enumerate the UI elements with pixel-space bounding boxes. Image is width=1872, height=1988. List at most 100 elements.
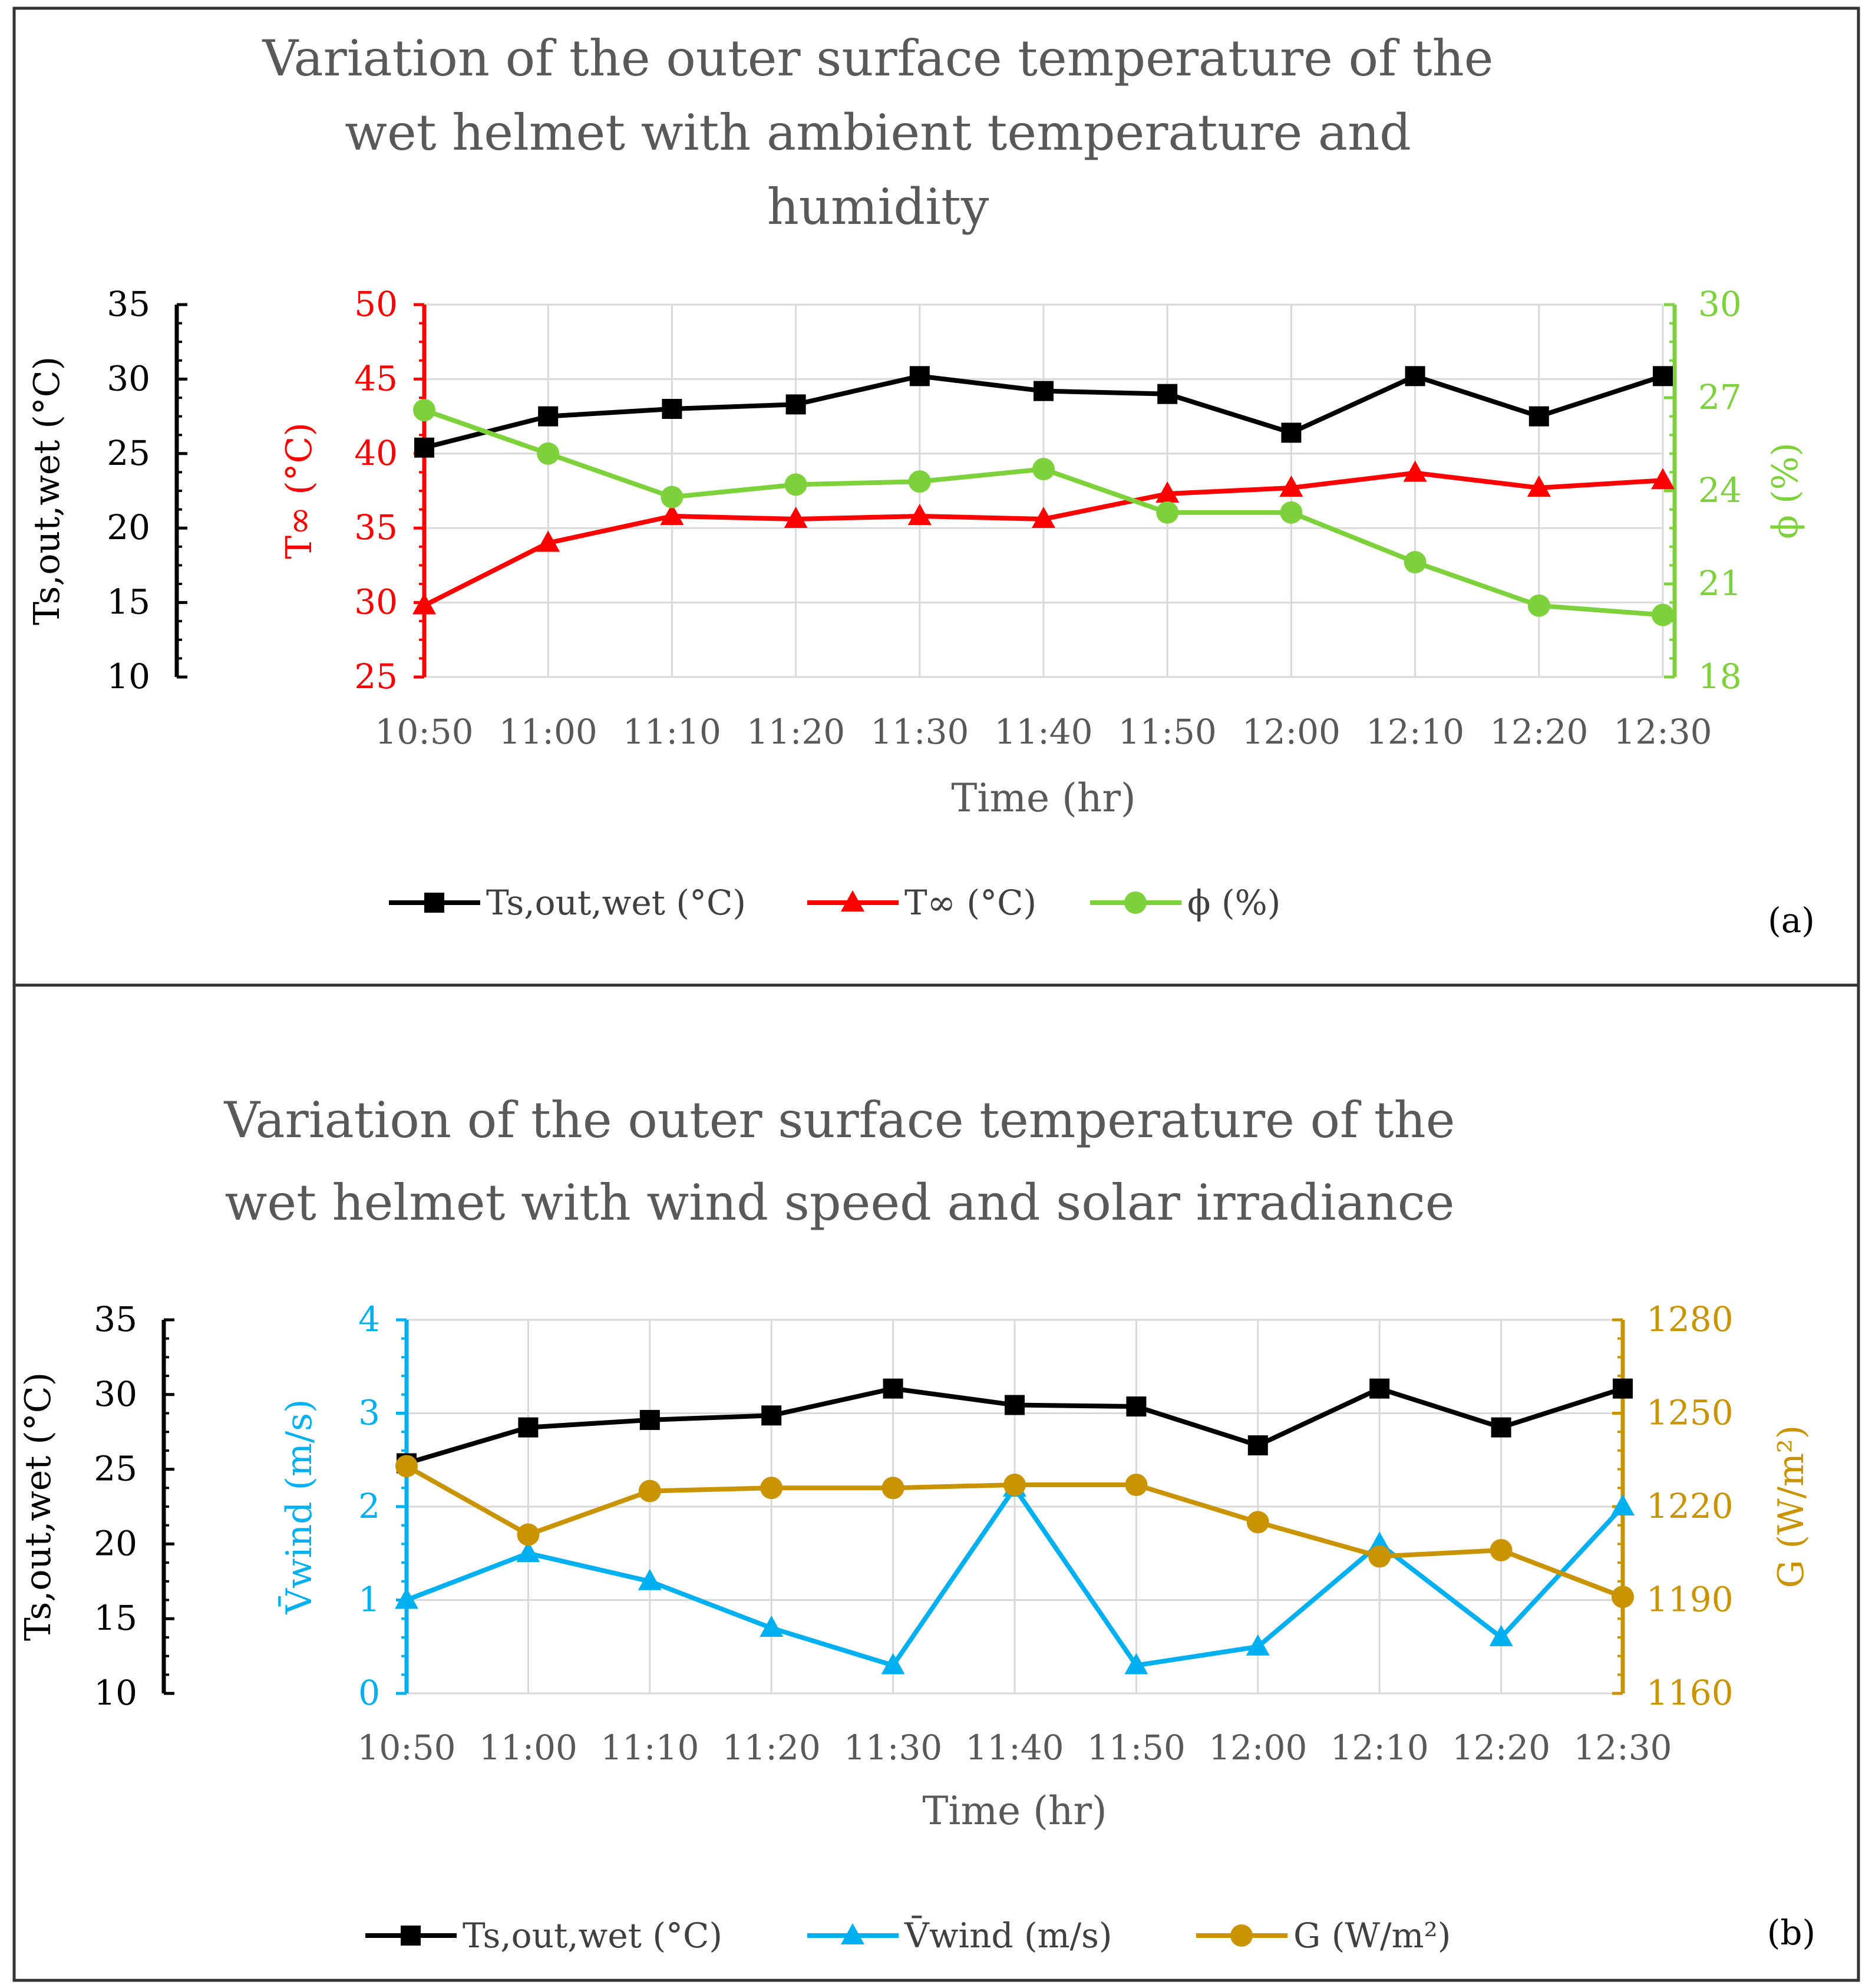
left-axis-axis-title: T∞ (°C) <box>279 422 320 559</box>
ts-axis-tick-label: 10 <box>94 1673 137 1713</box>
data-point-0 <box>1369 1378 1390 1399</box>
right-axis-tick-label: 27 <box>1698 377 1742 417</box>
data-point-2 <box>1032 458 1055 481</box>
left-axis-tick-label: 0 <box>358 1673 380 1713</box>
x-axis-title: Time (hr) <box>951 775 1135 821</box>
right-axis-tick-label: 1280 <box>1646 1299 1734 1339</box>
legend-marker <box>424 893 444 913</box>
outer-frame <box>12 6 1860 1982</box>
x-tick-label: 10:50 <box>375 712 473 752</box>
data-point-2 <box>908 470 931 493</box>
data-point-2 <box>881 1477 904 1500</box>
legend-label: Ts,out,wet (°C) <box>486 883 746 923</box>
data-point-2 <box>1527 594 1550 617</box>
data-point-0 <box>1157 384 1178 404</box>
right-axis-tick-label: 24 <box>1698 470 1742 510</box>
data-point-0 <box>1653 366 1673 387</box>
right-axis-tick-label: 1250 <box>1646 1393 1734 1433</box>
ts-axis-tick-label: 35 <box>94 1299 137 1339</box>
left-axis-tick-label: 2 <box>358 1486 380 1526</box>
right-axis-tick-label: 1190 <box>1646 1580 1734 1620</box>
chart-title-line: humidity <box>767 178 989 236</box>
data-point-1 <box>1403 460 1427 482</box>
x-tick-label: 12:10 <box>1366 712 1464 752</box>
data-point-2 <box>638 1480 661 1502</box>
data-point-0 <box>1491 1417 1511 1438</box>
right-axis-axis-title: G (W/m²) <box>1771 1425 1812 1589</box>
x-tick-label: 12:00 <box>1242 712 1341 752</box>
right-axis-tick-label: 21 <box>1698 563 1742 603</box>
x-tick-label: 11:40 <box>965 1728 1064 1768</box>
data-point-2 <box>661 486 684 508</box>
data-point-2 <box>1003 1474 1026 1497</box>
data-point-0 <box>1005 1395 1025 1415</box>
x-tick-label: 12:30 <box>1573 1728 1672 1768</box>
data-point-0 <box>1126 1396 1147 1417</box>
data-point-2 <box>760 1477 783 1500</box>
x-tick-label: 11:50 <box>1118 712 1217 752</box>
x-tick-label: 11:20 <box>722 1728 821 1768</box>
x-tick-label: 10:50 <box>357 1728 455 1768</box>
data-point-1 <box>412 593 436 615</box>
data-point-2 <box>1490 1538 1513 1561</box>
chart-title-line: Variation of the outer surface temperatu… <box>262 29 1494 87</box>
legend-marker <box>1124 891 1147 914</box>
panel-b-tag: (b) <box>1767 1913 1815 1953</box>
ts-axis-tick-label: 30 <box>107 358 150 398</box>
data-point-2 <box>784 473 807 496</box>
data-point-1 <box>760 1616 784 1637</box>
panel-a-tag: (a) <box>1768 900 1815 940</box>
data-point-0 <box>761 1405 782 1426</box>
left-axis-tick-label: 4 <box>358 1299 380 1339</box>
data-point-1 <box>1279 475 1303 497</box>
data-point-1 <box>1611 1494 1635 1515</box>
data-point-0 <box>883 1378 903 1399</box>
data-point-2 <box>1156 501 1179 524</box>
data-point-1 <box>1155 481 1180 503</box>
data-point-2 <box>1368 1545 1391 1568</box>
chart-title-line: wet helmet with wind speed and solar irr… <box>225 1174 1455 1231</box>
ts-axis-tick-label: 25 <box>94 1449 137 1489</box>
data-point-2 <box>1125 1474 1148 1497</box>
ts-axis-tick-label: 10 <box>107 656 150 696</box>
x-tick-label: 11:00 <box>499 712 597 752</box>
legend-label: T∞ (°C) <box>904 883 1036 923</box>
data-point-2 <box>1246 1511 1269 1534</box>
data-point-0 <box>1613 1378 1633 1399</box>
data-point-0 <box>639 1409 660 1430</box>
left-axis-tick-label: 35 <box>354 507 398 547</box>
data-point-2 <box>413 399 435 422</box>
data-point-0 <box>518 1417 539 1438</box>
chart-title-line: Variation of the outer surface temperatu… <box>224 1091 1455 1149</box>
data-point-0 <box>785 394 806 415</box>
x-tick-label: 12:00 <box>1209 1728 1307 1768</box>
legend-marker <box>1230 1924 1253 1947</box>
legend-marker <box>401 1926 421 1946</box>
left-axis-tick-label: 3 <box>358 1393 380 1433</box>
ts-axis-tick-label: 30 <box>94 1374 137 1414</box>
ts-axis-tick-label: 15 <box>107 582 150 622</box>
data-point-1 <box>907 503 932 525</box>
data-point-1 <box>1489 1624 1513 1646</box>
left-axis-tick-label: 30 <box>354 582 398 622</box>
x-tick-label: 12:10 <box>1330 1728 1429 1768</box>
data-point-0 <box>662 398 682 419</box>
ts-axis-tick-label: 25 <box>107 433 150 473</box>
right-axis-tick-label: 18 <box>1698 656 1742 696</box>
data-point-0 <box>414 437 434 458</box>
data-point-1 <box>660 503 684 525</box>
ts-axis-tick-label: 35 <box>107 284 150 324</box>
data-point-1 <box>638 1568 662 1590</box>
panel-b: Variation of the outer surface temperatu… <box>18 1091 1812 1956</box>
data-point-1 <box>1124 1653 1148 1675</box>
left-axis-tick-label: 25 <box>354 656 398 696</box>
data-point-1 <box>516 1541 540 1563</box>
data-point-2 <box>395 1455 418 1478</box>
data-point-0 <box>538 406 559 427</box>
right-axis-tick-label: 1220 <box>1646 1486 1734 1526</box>
left-axis-axis-title: V̄wind (m/s) <box>278 1399 320 1615</box>
panel-a: Variation of the outer surface temperatu… <box>27 29 1806 923</box>
x-tick-label: 11:10 <box>623 712 721 752</box>
x-tick-label: 11:10 <box>600 1728 699 1768</box>
